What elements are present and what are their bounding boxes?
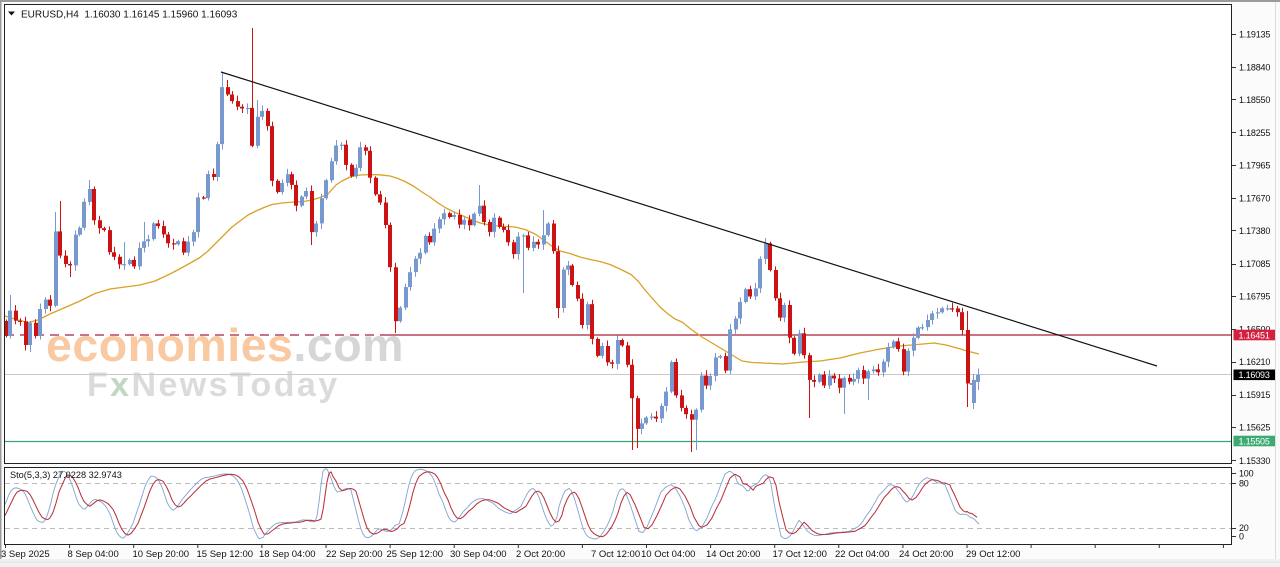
svg-text:20: 20 [1239, 523, 1249, 533]
svg-text:100: 100 [1239, 469, 1254, 479]
svg-text:FxNewsToday: FxNewsToday [87, 366, 340, 404]
svg-text:1.16093: 1.16093 [1239, 370, 1270, 380]
svg-text:24 Oct 20:00: 24 Oct 20:00 [899, 549, 953, 560]
svg-text:18 Sep 04:00: 18 Sep 04:00 [259, 549, 316, 560]
svg-text:14 Oct 20:00: 14 Oct 20:00 [706, 549, 760, 560]
svg-text:22 Sep 20:00: 22 Sep 20:00 [326, 549, 383, 560]
svg-text:29 Oct 12:00: 29 Oct 12:00 [966, 549, 1020, 560]
svg-text:3 Sep 2025: 3 Sep 2025 [1, 549, 50, 560]
svg-text:8 Sep 04:00: 8 Sep 04:00 [68, 549, 119, 560]
svg-text:10 Sep 20:00: 10 Sep 20:00 [133, 549, 190, 560]
svg-text:15 Sep 12:00: 15 Sep 12:00 [197, 549, 254, 560]
svg-text:1.18255: 1.18255 [1239, 128, 1270, 138]
svg-text:1.16210: 1.16210 [1239, 357, 1270, 367]
svg-text:1.15625: 1.15625 [1239, 423, 1270, 433]
svg-text:1.15505: 1.15505 [1239, 436, 1270, 446]
svg-text:1.17965: 1.17965 [1239, 161, 1270, 171]
svg-text:30 Sep 04:00: 30 Sep 04:00 [450, 549, 507, 560]
svg-text:10 Oct 04:00: 10 Oct 04:00 [641, 549, 695, 560]
svg-text:1.19135: 1.19135 [1239, 30, 1270, 40]
svg-text:1.17380: 1.17380 [1239, 226, 1270, 236]
svg-text:EURUSD,H4 1.16030 1.16145 1.1: EURUSD,H4 1.16030 1.16145 1.15960 1.1609… [21, 10, 238, 21]
svg-text:0: 0 [1239, 532, 1244, 542]
svg-text:economies.com: economies.com [46, 319, 404, 371]
svg-text:1.17085: 1.17085 [1239, 259, 1270, 269]
svg-text:1.18840: 1.18840 [1239, 63, 1270, 73]
svg-text:1.15915: 1.15915 [1239, 390, 1270, 400]
svg-text:80: 80 [1239, 479, 1249, 489]
svg-text:1.16451: 1.16451 [1239, 330, 1270, 340]
svg-text:2 Oct 20:00: 2 Oct 20:00 [516, 549, 565, 560]
svg-text:17 Oct 12:00: 17 Oct 12:00 [773, 549, 827, 560]
svg-text:7 Oct 12:00: 7 Oct 12:00 [591, 549, 640, 560]
svg-text:Sto(5,3,3) 27.0228 32.9743: Sto(5,3,3) 27.0228 32.9743 [10, 470, 122, 480]
svg-text:22 Oct 04:00: 22 Oct 04:00 [835, 549, 889, 560]
svg-text:1.15330: 1.15330 [1239, 456, 1270, 466]
svg-text:1.18550: 1.18550 [1239, 95, 1270, 105]
svg-text:25 Sep 12:00: 25 Sep 12:00 [387, 549, 444, 560]
svg-text:1.17670: 1.17670 [1239, 194, 1270, 204]
svg-text:1.16795: 1.16795 [1239, 292, 1270, 302]
